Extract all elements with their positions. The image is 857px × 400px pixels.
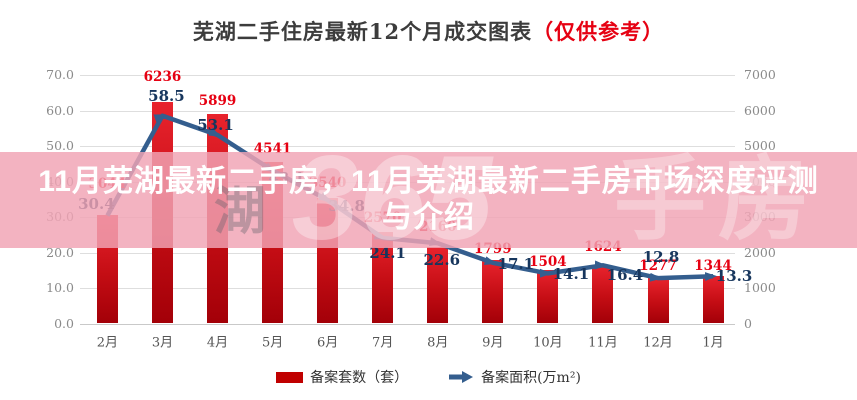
bar-legend-label: 备案套数（套）: [310, 370, 409, 386]
line-point-label: 12.8: [642, 248, 680, 267]
bar-value-label: 6236: [143, 69, 182, 86]
month-label: 9月: [482, 335, 504, 351]
left-axis-tick-label: 0.0: [54, 315, 74, 331]
left-axis-tick-label: 70.0: [46, 67, 74, 82]
bar: [702, 275, 724, 324]
chart-title-highlight: （仅供参考）: [532, 19, 665, 44]
left-axis-tick-label: 50.0: [46, 138, 74, 153]
gridline: [80, 288, 735, 289]
month-label: 6月: [316, 335, 339, 351]
month-label: 11月: [588, 335, 618, 351]
gridline: [80, 110, 735, 112]
gridline: [80, 252, 735, 254]
line-point-label: 14.1: [552, 265, 590, 284]
bar: [537, 270, 559, 324]
line-point-label: 13.3: [715, 267, 753, 286]
month-label: 1月: [702, 335, 724, 351]
chart-title: 芜湖二手住房最新12个月成交图表（仅供参考）: [0, 16, 857, 46]
line-point-label: 22.6: [423, 251, 461, 270]
right-axis-tick-label: 6000: [744, 102, 776, 118]
gridline: [80, 146, 735, 147]
right-axis-tick-label: 1000: [744, 280, 776, 295]
left-axis-tick-label: 60.0: [46, 102, 74, 118]
x-axis-line: [80, 323, 735, 325]
month-label: 4月: [206, 335, 229, 351]
month-label: 3月: [151, 335, 174, 351]
left-axis-tick-label: 20.0: [46, 244, 74, 260]
bar: [647, 278, 669, 324]
month-label: 7月: [372, 335, 394, 351]
right-axis-tick-label: 7000: [744, 67, 776, 82]
chart-title-main: 芜湖二手住房最新12个月成交图表: [192, 19, 533, 44]
bar-value-label: 5899: [198, 93, 237, 110]
chart-legend: 备案套数（套） 备案面积(万m²): [0, 366, 857, 388]
month-label: 8月: [427, 335, 449, 351]
left-axis-tick-label: 10.0: [46, 280, 74, 295]
line-point-label: 53.1: [197, 115, 234, 134]
month-label: 2月: [96, 335, 119, 351]
month-label: 12月: [643, 335, 673, 351]
month-label: 5月: [261, 335, 284, 351]
right-axis-tick-label: 0: [744, 315, 752, 331]
month-label: 10月: [533, 335, 563, 351]
right-axis-tick-label: 5000: [744, 138, 776, 153]
title-overlay-band: 湖 365 手房 11月芜湖最新二手房，11月芜湖最新二手房市场深度评测 与介绍: [0, 152, 857, 248]
line-legend-arrow-icon: [449, 371, 474, 383]
line-legend-label: 备案面积(万m²): [481, 370, 581, 386]
overlay-title-line2: 与介绍: [382, 201, 475, 234]
bar-legend-swatch-icon: [276, 371, 304, 383]
line-point-label: 17.1: [497, 254, 535, 273]
line-point-label: 58.5: [148, 86, 185, 105]
right-axis-tick-label: 2000: [744, 244, 776, 260]
overlay-title-line1: 11月芜湖最新二手房，11月芜湖最新二手房市场深度评测: [38, 165, 819, 198]
gridline: [80, 75, 735, 76]
line-point-label: 16.4: [606, 266, 644, 285]
